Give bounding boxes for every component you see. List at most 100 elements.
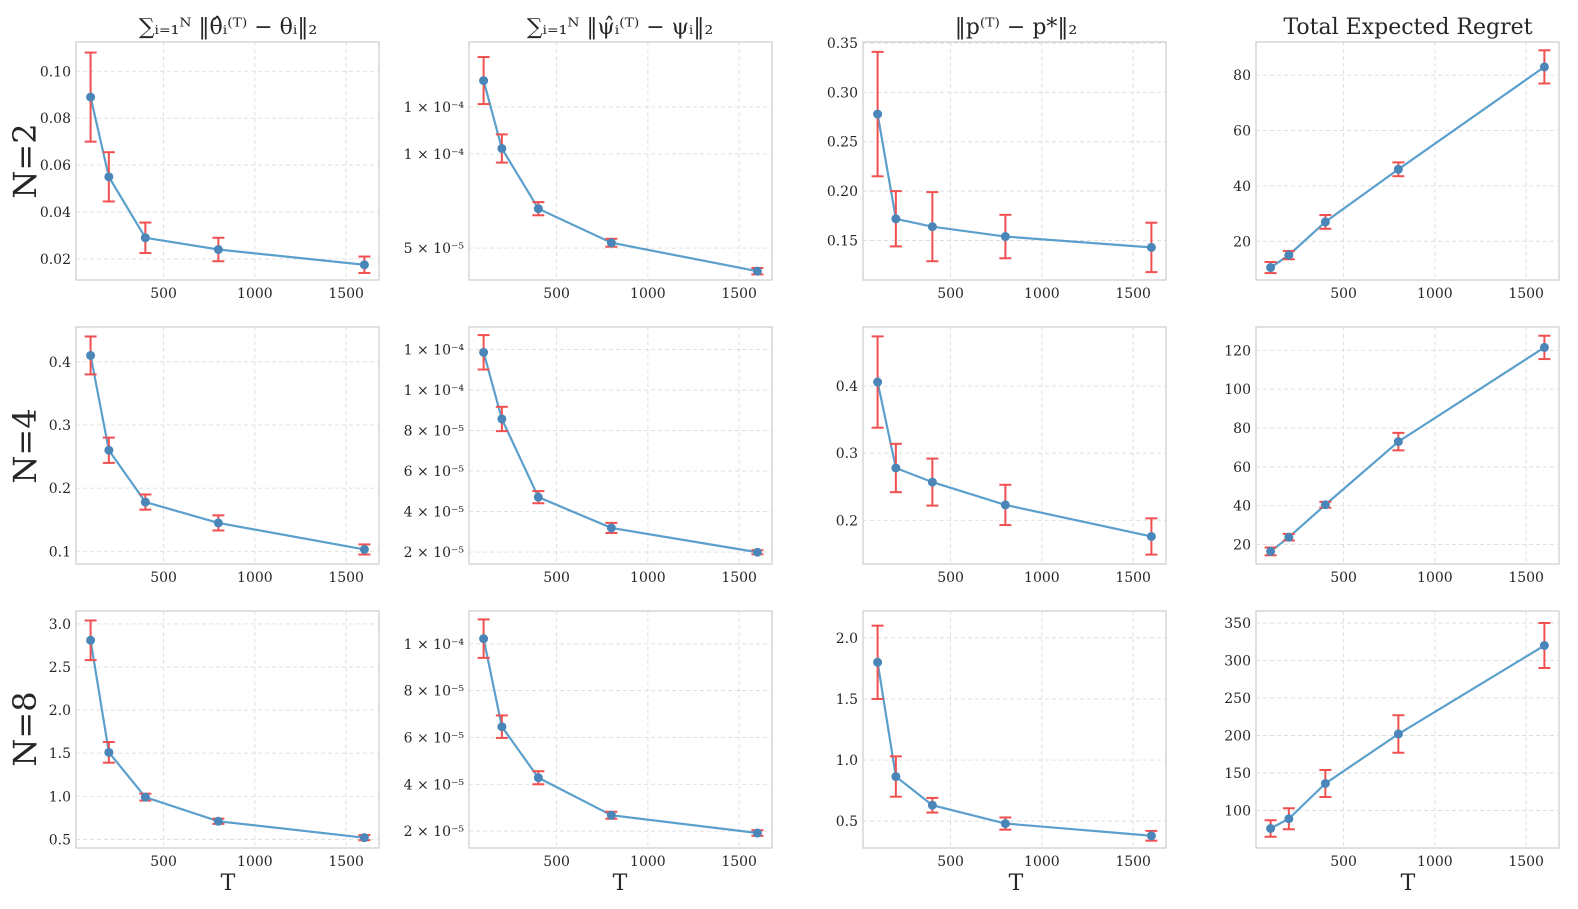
y-tick-label: 1.0 [836,753,858,769]
y-tick-label: 80 [1233,421,1251,437]
y-tick-label: 20 [1233,234,1251,250]
data-point [140,233,150,243]
data-point [86,350,96,360]
row-labels: N=2 N=4 N=8 [6,123,44,766]
y-tick-label: 4 × 10⁻⁵ [404,777,465,793]
plot-frame [75,41,380,281]
plot-frame [862,326,1167,565]
y-tick-label: 1 × 10⁻⁴ [404,342,465,358]
y-tick-label: 0.08 [40,111,71,127]
data-point [1284,532,1294,542]
y-tick-label: 0.10 [40,64,71,80]
data-point [497,143,507,153]
x-tick-label: 1500 [328,570,364,586]
y-tick-label: 0.30 [827,85,858,101]
x-tick-label: 1000 [237,570,273,586]
y-tick-label: 120 [1224,343,1251,359]
y-tick-label: 200 [1224,729,1251,745]
column-title-theta-error: ∑ᵢ₌₁ᴺ ‖θ̂ᵢ⁽ᵀ⁾ − θᵢ‖₂ [139,15,317,40]
panel-r3c2: 500 1000 1500 2 × 10⁻⁵ 4 × 10⁻⁵ 6 × 10⁻⁵ 8 × 1… [404,610,773,870]
data-point [606,523,616,533]
x-tick-label: 1500 [721,286,757,302]
panel-r1c2: 500 1000 1500 5 × 10⁻⁵ 1 × 10⁻⁴ 1 × 10⁻⁴ [404,41,773,302]
data-point [479,76,489,86]
y-tick-label: 100 [1224,804,1251,820]
data-point [104,747,114,757]
data-point [891,772,901,782]
y-tick-label: 100 [1224,382,1251,398]
y-tick-label: 0.04 [40,205,71,221]
data-point [104,172,114,182]
data-point [927,222,937,232]
plot-frame [468,41,773,281]
x-tick-label: 1000 [1024,570,1060,586]
x-tick-label: 1500 [1508,570,1544,586]
data-point [752,828,762,838]
y-tick-label: 4 × 10⁻⁵ [404,505,465,521]
data-point [1320,217,1330,227]
plot-frame [75,326,380,565]
x-tick-label: 500 [543,854,570,870]
x-axis-label-col2: T [613,871,628,896]
x-tick-label: 1500 [721,570,757,586]
x-tick-label: 500 [937,854,964,870]
data-point [86,635,96,645]
y-tick-label: 60 [1233,124,1251,140]
x-axis-label-col1: T [221,871,236,896]
data-point [359,260,369,270]
data-point [497,722,507,732]
data-point [1266,546,1276,556]
y-tick-label: 0.20 [827,184,858,200]
y-tick-label: 0.2 [836,513,858,529]
data-point [479,634,489,644]
y-tick-label: 8 × 10⁻⁵ [404,424,465,440]
x-tick-label: 1000 [1024,286,1060,302]
data-point [213,245,223,255]
data-point [104,445,114,455]
x-tick-label: 1500 [721,854,757,870]
x-tick-label: 500 [150,854,177,870]
data-point [1266,263,1276,273]
data-point [891,214,901,224]
data-point [86,92,96,102]
panel-r1c3: 500 1000 1500 0.15 0.20 0.25 0.30 0.35 [827,36,1167,302]
data-point [359,544,369,554]
y-tick-label: 350 [1224,616,1251,632]
x-tick-label: 500 [1330,570,1357,586]
y-tick-label: 40 [1233,179,1251,195]
y-tick-label: 0.02 [40,252,71,268]
x-tick-label: 1500 [1115,570,1151,586]
y-tick-label: 20 [1233,538,1251,554]
data-point [873,657,883,667]
y-tick-label: 5 × 10⁻⁵ [404,241,465,257]
x-tick-label: 1000 [1024,854,1060,870]
data-point [1000,232,1010,242]
data-point [752,266,762,276]
data-point [533,773,543,783]
data-point [873,377,883,387]
x-tick-label: 1000 [1417,286,1453,302]
x-tick-label: 1500 [328,854,364,870]
y-tick-label: 1 × 10⁻⁴ [404,147,465,163]
y-tick-label: 8 × 10⁻⁵ [404,684,465,700]
data-point [891,463,901,473]
x-tick-label: 1000 [237,854,273,870]
data-point [1266,824,1276,833]
y-tick-label: 3.0 [49,617,71,633]
panel-r3c4: 500 1000 1500 100 150 200 250 300 350 [1224,610,1560,870]
y-tick-label: 0.4 [836,379,858,395]
panel-r2c3: 500 1000 1500 0.2 0.3 0.4 [836,326,1167,586]
y-tick-label: 0.25 [827,135,858,151]
y-tick-label: 0.3 [836,446,858,462]
x-tick-label: 1000 [630,286,666,302]
x-axis-labels: T T T T [221,871,1416,896]
plot-frame [1255,326,1560,565]
panel-r3c3: 500 1000 1500 0.5 1.0 1.5 2.0 [836,610,1167,870]
x-tick-label: 1500 [1115,286,1151,302]
y-tick-label: 0.35 [827,36,858,52]
x-tick-label: 1000 [237,286,273,302]
y-tick-label: 0.4 [49,355,71,371]
x-tick-label: 500 [543,570,570,586]
row-label-n8: N=8 [6,691,44,766]
